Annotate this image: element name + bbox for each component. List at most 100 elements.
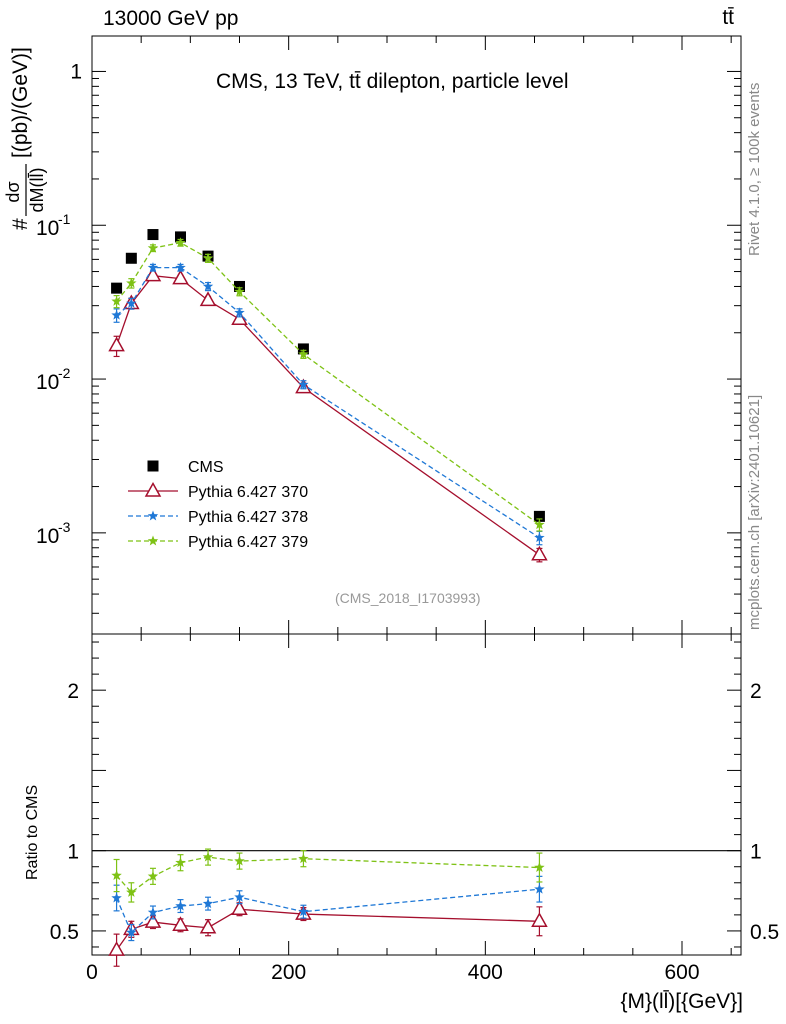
ratio-data-point xyxy=(175,900,186,911)
x-tick-label: 600 xyxy=(664,961,699,984)
series-line xyxy=(116,242,540,526)
ratio-data-point xyxy=(534,862,545,872)
main-y-tick-exponent: -3 xyxy=(58,519,71,535)
mcplots-credit-label: mcplots.cern.ch [arXiv:2401.10621] xyxy=(746,394,763,630)
legend-marker xyxy=(147,460,159,472)
data-point xyxy=(175,237,186,248)
ratio-series-line xyxy=(116,856,540,894)
main-y-tick-label: 10 xyxy=(36,371,59,394)
main-y-axis-label: # dσ dM(ll̄) [(pb)/(GeV)] xyxy=(3,47,47,230)
legend-marker xyxy=(144,481,162,497)
chart-title: CMS, 13 TeV, tt̄ dilepton, particle leve… xyxy=(216,70,569,93)
header-right-label: tt̄ xyxy=(722,6,734,29)
data-point xyxy=(175,231,186,243)
data-point xyxy=(111,295,122,306)
ratio-data-point xyxy=(234,891,245,902)
main-y-tick-label: 10 xyxy=(36,525,59,548)
x-tick-label: 200 xyxy=(271,961,306,984)
data-point xyxy=(531,545,548,561)
ratio-data-point xyxy=(231,900,248,916)
data-point xyxy=(534,519,545,530)
data-point xyxy=(111,282,123,294)
legend-marker xyxy=(147,535,159,546)
ratio-axis-ticks xyxy=(91,634,741,955)
ratio-data-point xyxy=(298,906,309,917)
data-point xyxy=(199,291,217,307)
data-point xyxy=(234,286,245,297)
data-point xyxy=(147,229,159,241)
data-point xyxy=(147,242,159,253)
ratio-y-tick-label: 2 xyxy=(67,680,79,703)
data-point xyxy=(231,310,248,325)
x-axis-label: {M}(ll̄)[{GeV}] xyxy=(620,990,743,1013)
data-point xyxy=(125,252,137,264)
ratio-panel-frame xyxy=(91,633,742,956)
ratio-data-point xyxy=(175,857,186,868)
ratio-data-point xyxy=(147,870,159,881)
legend-label: CMS xyxy=(188,459,224,476)
ratio-y-tick-label: 0.5 xyxy=(50,921,79,944)
y-label-numerator: dσ xyxy=(3,181,23,202)
legend: CMS Pythia 6.427 370 Pythia 6.427 378 Pythi… xyxy=(128,459,308,551)
ratio-data-point xyxy=(126,886,137,897)
data-point xyxy=(172,269,189,285)
ratio-data-point xyxy=(172,916,189,932)
legend-label: Pythia 6.427 370 xyxy=(188,484,308,501)
ratio-data-point xyxy=(111,870,122,880)
data-point xyxy=(202,252,214,263)
ratio-y-tick-label: 1 xyxy=(67,841,79,864)
ratio-data-point xyxy=(199,918,217,934)
data-point xyxy=(144,266,162,282)
ratio-data-point xyxy=(111,892,122,903)
data-point xyxy=(298,348,309,359)
ratio-y-tick-label-right: 0.5 xyxy=(750,921,779,944)
data-point xyxy=(111,309,122,320)
ratio-data-point xyxy=(202,898,214,909)
main-y-tick-label: 1 xyxy=(70,60,82,83)
ratio-data-point xyxy=(126,927,137,937)
legend-label: Pythia 6.427 378 xyxy=(188,509,308,526)
legend-label: Pythia 6.427 379 xyxy=(188,534,308,551)
ratio-data-point xyxy=(531,912,548,928)
data-point xyxy=(202,280,214,291)
data-point xyxy=(126,297,137,308)
legend-marker xyxy=(147,510,159,521)
ratio-data-point xyxy=(298,853,309,864)
data-point xyxy=(534,532,545,543)
ratio-y-tick-label-right: 1 xyxy=(750,841,762,864)
main-y-tick-exponent: -2 xyxy=(58,365,71,381)
ratio-data-point xyxy=(234,855,245,866)
series-line xyxy=(116,267,540,539)
data-point xyxy=(234,307,245,318)
ratio-data-point xyxy=(147,906,159,917)
ratio-y-tick-label-right: 2 xyxy=(750,680,762,703)
main-y-tick-exponent: -1 xyxy=(58,211,71,227)
ratio-data-point xyxy=(144,913,162,928)
x-tick-label: 0 xyxy=(86,961,98,984)
data-point xyxy=(147,262,159,273)
ratio-data-point xyxy=(534,883,545,894)
data-point xyxy=(108,336,125,352)
y-label-denominator: dM(ll̄) xyxy=(27,168,47,213)
ratio-y-axis-label: Ratio to CMS xyxy=(24,784,41,880)
series-line xyxy=(115,274,540,556)
data-point xyxy=(175,262,186,273)
tick-labels: 110-110-210-30.5 0.51 12 20 200 400 600#dσ dM(l… xyxy=(3,47,779,984)
y-label-unit: [(pb)/(GeV)] xyxy=(9,47,32,158)
analysis-reference: (CMS_2018_I1703993) xyxy=(335,590,481,606)
ratio-data-point xyxy=(108,941,125,956)
data-point xyxy=(126,277,137,288)
x-tick-label: 400 xyxy=(468,961,503,984)
data-point xyxy=(298,379,309,390)
y-label-prefix: # xyxy=(9,218,32,230)
data-point xyxy=(533,510,545,522)
rivet-version-label: Rivet 4.1.0, ≥ 100k events xyxy=(746,82,763,256)
main-series-group xyxy=(108,229,548,563)
header-left-label: 13000 GeV pp xyxy=(103,7,239,30)
ratio-series-line xyxy=(115,888,540,934)
ratio-data-point xyxy=(202,851,214,862)
ratio-series-group xyxy=(108,848,548,967)
main-axis-ticks xyxy=(91,36,741,634)
main-y-tick-label: 10 xyxy=(36,217,59,240)
